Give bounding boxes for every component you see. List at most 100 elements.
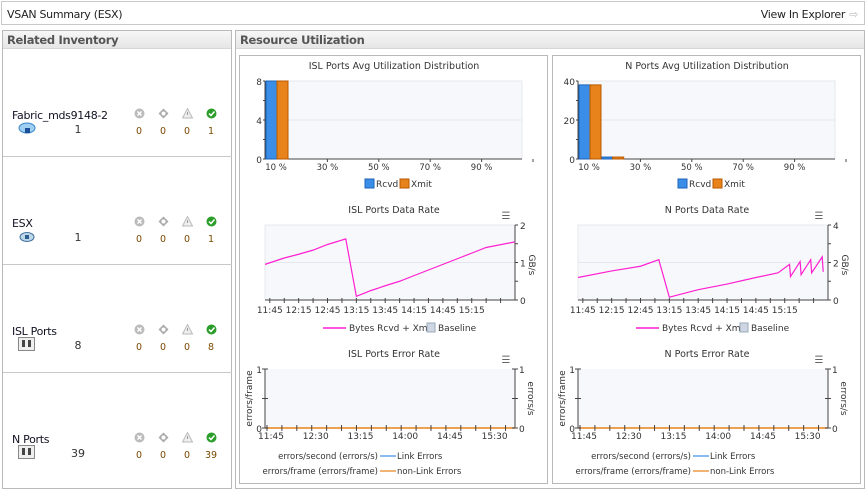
chart-menu-icon[interactable]: ☰ xyxy=(502,355,511,366)
legend-label: Link Errors xyxy=(397,452,443,462)
inventory-item-name[interactable]: N Ports xyxy=(12,433,50,446)
legend-axis-label: errors/frame (errors/frame) xyxy=(576,467,692,477)
x-tick-label: 11:45 xyxy=(258,432,284,442)
y-axis-label-right: errors/s xyxy=(838,381,848,416)
view-in-explorer-label: View In Explorer xyxy=(760,8,846,21)
panel-title: Resource Utilization xyxy=(236,31,864,49)
x-tick-label: 30 % xyxy=(630,163,652,173)
bar-xmit xyxy=(276,80,289,160)
status-count[interactable]: 0 xyxy=(135,234,143,245)
status-count[interactable]: 0 xyxy=(159,342,167,353)
inventory-item-count[interactable]: 8 xyxy=(74,339,82,352)
y-tick-label: 1 xyxy=(519,366,525,376)
legend-axis-label: errors/second (errors/s) xyxy=(278,452,378,462)
inventory-item-name[interactable]: ISL Ports xyxy=(12,325,57,338)
x-tick-label: 13:15 xyxy=(343,306,369,316)
y-tick-label: 4 xyxy=(256,117,262,127)
inventory-item-name[interactable]: ESX xyxy=(12,217,33,230)
status-count[interactable]: 0 xyxy=(183,342,191,353)
x-tick-label: 50 % xyxy=(368,163,390,173)
status-count[interactable]: 1 xyxy=(207,234,215,245)
chart-title: N Ports Avg Utilization Distribution xyxy=(625,61,789,72)
legend-label: Bytes Rcvd + Xmit xyxy=(662,324,747,334)
ok-icon xyxy=(204,432,218,446)
x-tick-label: 14:45 xyxy=(743,306,769,316)
status-count[interactable]: 0 xyxy=(135,450,143,461)
inventory-item-count[interactable]: 1 xyxy=(74,231,82,244)
status-count[interactable]: 0 xyxy=(183,234,191,245)
y-tick-label: 0 xyxy=(569,156,575,166)
legend-swatch xyxy=(364,178,375,189)
page-title: VSAN Summary (ESX) xyxy=(7,8,123,21)
isl-ports-charts: ISL Ports Avg Utilization Distribution 0 4… xyxy=(239,55,548,484)
x-tick-label: 11:45 xyxy=(571,432,597,442)
port-icon xyxy=(18,445,36,459)
status-count[interactable]: 0 xyxy=(159,234,167,245)
legend-label: Baseline xyxy=(751,324,790,334)
chart-menu-icon[interactable]: ☰ xyxy=(815,355,824,366)
legend-label: non-Link Errors xyxy=(397,467,462,477)
inventory-item-count[interactable]: 1 xyxy=(74,123,82,136)
fabric-cloud-icon xyxy=(18,121,36,135)
y-tick-label: 0 xyxy=(569,425,575,435)
panel-title: Related Inventory xyxy=(3,31,231,49)
status-count[interactable]: 0 xyxy=(135,126,143,137)
y-tick-label: 1 xyxy=(569,366,575,376)
view-in-explorer-link[interactable]: View In Explorer ⇨ xyxy=(760,8,859,21)
warning-icon xyxy=(180,431,194,446)
x-tick-label: 90 % xyxy=(784,163,806,173)
y-tick-label: 0 xyxy=(256,425,262,435)
x-tick-label: 14:45 xyxy=(437,432,463,442)
y-tick-label: 0 xyxy=(833,297,839,307)
legend-label: Baseline xyxy=(438,324,477,334)
chart-title: N Ports Data Rate xyxy=(665,205,750,216)
y-axis-label-left: errors/frame xyxy=(245,370,255,427)
major-icon xyxy=(156,216,170,230)
status-count[interactable]: 0 xyxy=(159,450,167,461)
legend-label: Link Errors xyxy=(710,452,756,462)
ok-icon xyxy=(204,324,218,338)
x-tick-label: 11:45 xyxy=(257,306,283,316)
chart-menu-icon[interactable]: ☰ xyxy=(815,211,824,222)
y-tick-label: 0 xyxy=(832,425,838,435)
status-count[interactable]: 0 xyxy=(183,450,191,461)
x-tick-label: 12:45 xyxy=(628,306,654,316)
y-tick-label: 0 xyxy=(520,297,526,307)
x-tick-label: 13:45 xyxy=(685,306,711,316)
x-tick-label: 13:45 xyxy=(372,306,398,316)
status-count[interactable]: 39 xyxy=(204,450,218,461)
bar-rcvd xyxy=(265,80,278,160)
x-tick-label: 15:15 xyxy=(459,306,485,316)
bar-rcvd xyxy=(601,156,614,160)
x-tick-label: 12:30 xyxy=(303,432,329,442)
legend-label: non-Link Errors xyxy=(710,467,775,477)
bar-xmit xyxy=(612,156,625,160)
bar-xmit xyxy=(589,84,602,160)
x-tick-label: 15:30 xyxy=(482,432,508,442)
port-icon xyxy=(18,337,36,351)
status-count[interactable]: 1 xyxy=(207,126,215,137)
chart-menu-icon[interactable]: ☰ xyxy=(502,211,511,222)
plot-area xyxy=(265,369,515,428)
x-tick-label: 70 % xyxy=(419,163,441,173)
inventory-item-name[interactable]: Fabric_mds9148-2 xyxy=(12,109,108,122)
critical-icon xyxy=(132,108,146,122)
major-icon xyxy=(156,108,170,122)
inventory-item-count[interactable]: 39 xyxy=(71,447,85,460)
chart-title: ISL Ports Error Rate xyxy=(348,349,440,360)
y-tick-label: 1 xyxy=(832,366,838,376)
x-tick-label: 10 % xyxy=(578,163,600,173)
status-count[interactable]: 0 xyxy=(159,126,167,137)
arrow-right-icon: ⇨ xyxy=(849,8,858,21)
ok-icon xyxy=(204,216,218,230)
status-count[interactable]: 8 xyxy=(207,342,215,353)
status-count[interactable]: 0 xyxy=(183,126,191,137)
x-tick-label: 14:15 xyxy=(401,306,427,316)
x-tick-label: 70 % xyxy=(732,163,754,173)
x-tick-label: 12:15 xyxy=(599,306,625,316)
chart-title: ISL Ports Data Rate xyxy=(348,205,440,216)
x-tick-label: 14:45 xyxy=(430,306,456,316)
x-tick-label: 15:30 xyxy=(795,432,821,442)
legend-swatch xyxy=(399,178,410,189)
status-count[interactable]: 0 xyxy=(135,342,143,353)
